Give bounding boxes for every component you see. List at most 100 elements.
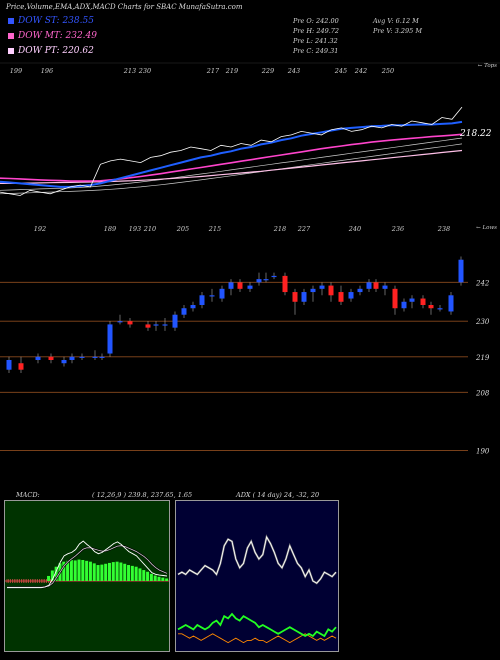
bottom-number: 193 xyxy=(129,225,141,233)
adx-label: ADX xyxy=(236,491,251,499)
ema-fast-line xyxy=(0,120,463,188)
top-number: 219 xyxy=(225,67,238,75)
top-number: 243 xyxy=(287,67,300,75)
candle-body xyxy=(271,275,277,278)
macd-label: MACD: xyxy=(16,491,40,499)
macd-histogram-bar xyxy=(161,577,165,581)
macd-histogram-bar xyxy=(142,570,146,581)
bottom-number: 192 xyxy=(34,225,46,233)
candle-body xyxy=(428,305,434,309)
candle-body xyxy=(420,298,426,305)
y-tick-label: 242 xyxy=(475,279,490,287)
macd-histogram-bar xyxy=(47,575,51,581)
candle-body xyxy=(357,288,363,293)
candle-body xyxy=(437,308,443,310)
last-price-label: 218.22 xyxy=(459,129,492,139)
macd-histogram-bar xyxy=(123,563,127,581)
bottom-number: 227 xyxy=(297,225,311,233)
candle-body xyxy=(247,285,253,289)
top-number: 242 xyxy=(354,67,367,75)
adx-chart xyxy=(177,534,337,644)
ema-trend-line-1 xyxy=(0,137,463,191)
candle-body xyxy=(199,295,205,305)
top-number: 250 xyxy=(381,67,394,75)
candle-body xyxy=(209,295,215,297)
macd-chart xyxy=(5,540,169,589)
bottom-number: 236 xyxy=(391,225,404,233)
candle-body xyxy=(348,292,354,299)
candle-body xyxy=(219,288,225,299)
adx-params: ( 14 day) 24, -32, 20 xyxy=(252,491,320,499)
y-tick-label: 219 xyxy=(475,354,490,362)
legend-dow-pt: DOW PT: 220.62 xyxy=(8,46,94,56)
macd-histogram-bar xyxy=(119,562,123,581)
macd-histogram-bar xyxy=(134,566,138,581)
adx-values: ADX ( 14 day) 24, -32, 20 xyxy=(236,491,319,499)
top-number: 229 xyxy=(261,67,274,75)
legend-dow-st: DOW ST: 238.55 xyxy=(8,16,94,26)
ohlc-pre-close: Pre C: 249.31 xyxy=(293,47,339,55)
top-number: 199 xyxy=(10,67,22,75)
macd-histogram-bar xyxy=(157,576,161,581)
candle-body xyxy=(6,360,12,370)
candle-body xyxy=(181,308,187,315)
macd-panel xyxy=(4,500,170,652)
top-number: 196 xyxy=(41,67,53,75)
macd-histogram-bar xyxy=(92,563,96,581)
candle-body xyxy=(153,324,159,326)
adx-panel xyxy=(175,500,339,652)
candle-body xyxy=(190,305,196,309)
candle-body xyxy=(373,282,379,289)
macd-histogram-bar xyxy=(104,563,108,581)
macd-histogram-bar xyxy=(149,573,153,581)
legend-label-mt: DOW MT: 232.49 xyxy=(18,31,97,41)
ema-mid-line xyxy=(0,133,463,182)
chart-title: Price,Volume,EMA,ADX,MACD Charts for SBA… xyxy=(6,3,243,11)
ohlc-pre-volume: Pre V: 3.295 M xyxy=(373,27,423,35)
macd-histogram-bar xyxy=(127,565,131,581)
macd-histogram-bar xyxy=(85,560,89,581)
legend-swatch-mt xyxy=(8,33,14,39)
macd-histogram-bar xyxy=(66,560,70,581)
macd-histogram-bar xyxy=(153,575,157,581)
candle-body xyxy=(328,285,334,296)
macd-histogram-bar xyxy=(50,570,54,581)
candle-body xyxy=(409,298,415,302)
macd-histogram-bar xyxy=(73,560,77,581)
bottom-number: 210 xyxy=(143,225,156,233)
candle-body xyxy=(79,356,85,358)
candle-body xyxy=(338,292,344,302)
macd-histogram-bar xyxy=(100,564,104,581)
candle-body xyxy=(18,363,24,370)
candle-body xyxy=(92,356,98,358)
lows-label: ← Lows xyxy=(476,225,497,231)
bottom-number: 189 xyxy=(104,225,116,233)
candle-body xyxy=(172,314,178,328)
legend-dow-mt: DOW MT: 232.49 xyxy=(8,31,97,41)
bottom-number: 240 xyxy=(348,225,361,233)
adx-line-shadow xyxy=(177,534,337,585)
legend-label-st: DOW ST: 238.55 xyxy=(18,16,94,26)
macd-histogram-bar xyxy=(165,578,169,581)
y-tick-label: 190 xyxy=(476,448,490,456)
top-number: 213 xyxy=(123,67,136,75)
y-tick-label: 230 xyxy=(475,318,490,326)
candle-body xyxy=(99,356,105,358)
ema-panel: ← Tops ← Lows 199 196 213 230 217 219 229 243 245 2… xyxy=(0,62,500,233)
candle-body xyxy=(162,324,168,326)
top-number: 245 xyxy=(334,67,347,75)
macd-histogram-bar xyxy=(81,560,85,581)
macd-histogram-bar xyxy=(138,568,142,581)
macd-histogram-bar xyxy=(130,565,134,581)
top-number: 230 xyxy=(138,67,151,75)
candle-body xyxy=(366,282,372,289)
plus-di-line xyxy=(177,612,337,638)
ema-trend-line-2 xyxy=(0,143,463,195)
candle-body xyxy=(319,285,325,289)
macd-histogram-bar xyxy=(115,561,119,581)
candle-body xyxy=(448,295,454,312)
tops-label: ← Tops xyxy=(478,63,497,69)
macd-histogram-bar xyxy=(107,562,111,581)
candle-body xyxy=(292,292,298,302)
